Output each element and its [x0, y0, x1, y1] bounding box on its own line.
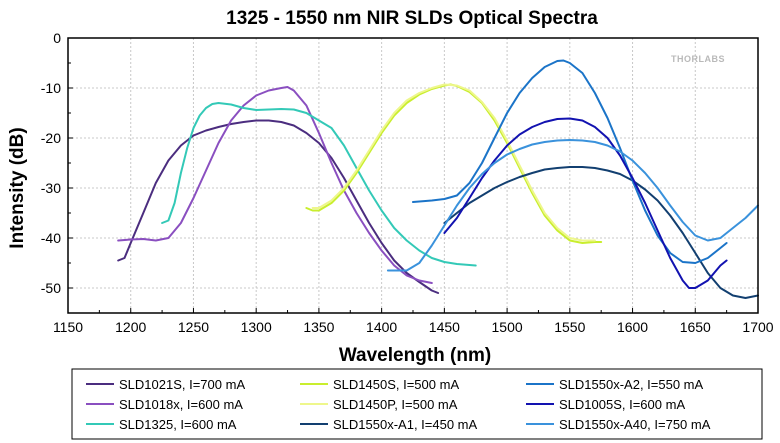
x-tick-label: 1300 — [241, 319, 272, 335]
legend-entry: SLD1021S, I=700 mA — [119, 377, 245, 392]
legend-entry: SLD1550x-A40, I=750 mA — [559, 417, 711, 432]
legend-entry: SLD1550x-A1, I=450 mA — [333, 417, 477, 432]
x-tick-label: 1200 — [115, 319, 146, 335]
axis-ticks: 1150 1200 1250 1300 1350 1400 1450 1500 1550 1600… — [41, 30, 774, 335]
x-tick-label: 1650 — [680, 319, 711, 335]
legend-entry: SLD1550x-A2, I=550 mA — [559, 377, 703, 392]
series-line-sld1550x-a40 — [386, 139, 759, 272]
y-tick-label: -30 — [41, 180, 61, 196]
legend-box — [71, 368, 763, 440]
series-line-sld1550x-a1 — [443, 166, 759, 299]
series-line-sld1550x-a2 — [412, 59, 728, 264]
x-tick-label: 1150 — [53, 319, 83, 335]
plot-area-frame — [67, 37, 759, 314]
x-tick-label: 1700 — [742, 319, 773, 335]
y-tick-label: 0 — [53, 30, 61, 46]
x-tick-label: 1450 — [429, 319, 460, 335]
grid — [67, 37, 759, 313]
y-axis-label: Intensity (dB) — [7, 127, 28, 248]
x-tick-label: 1550 — [554, 319, 585, 335]
legend-entry: SLD1450S, I=500 mA — [333, 377, 459, 392]
legend-entry: SLD1005S, I=600 mA — [559, 397, 685, 412]
y-tick-label: -40 — [41, 230, 61, 246]
series-line-sld1005s — [443, 117, 728, 289]
y-tick-label: -10 — [41, 80, 61, 96]
series-line-sld1021s — [117, 119, 440, 294]
legend-entry: SLD1325, I=600 mA — [119, 417, 237, 432]
x-tick-label: 1350 — [303, 319, 334, 335]
chart-title: 1325 - 1550 nm NIR SLDs Optical Spectra — [226, 8, 598, 29]
y-tick-label: -20 — [41, 130, 61, 146]
series-lines — [117, 59, 759, 299]
y-tick-label: -50 — [41, 280, 61, 296]
x-tick-label: 1600 — [617, 319, 648, 335]
series-line-sld1018x — [117, 86, 433, 284]
x-axis-label: Wavelength (nm) — [339, 345, 491, 366]
series-line-sld1450p — [311, 83, 596, 242]
legend: SLD1021S, I=700 mA SLD1450S, I=500 mA SLD1… — [86, 377, 711, 432]
x-tick-label: 1400 — [366, 319, 397, 335]
legend-entry: SLD1450P, I=500 mA — [333, 397, 458, 412]
legend-entry: SLD1018x, I=600 mA — [119, 397, 243, 412]
series-line-sld1325 — [161, 102, 477, 267]
series-line-sld1450s — [305, 83, 603, 244]
x-tick-label: 1250 — [178, 319, 209, 335]
x-tick-label: 1500 — [492, 319, 523, 335]
watermark-logo: THORLABS — [671, 54, 725, 64]
